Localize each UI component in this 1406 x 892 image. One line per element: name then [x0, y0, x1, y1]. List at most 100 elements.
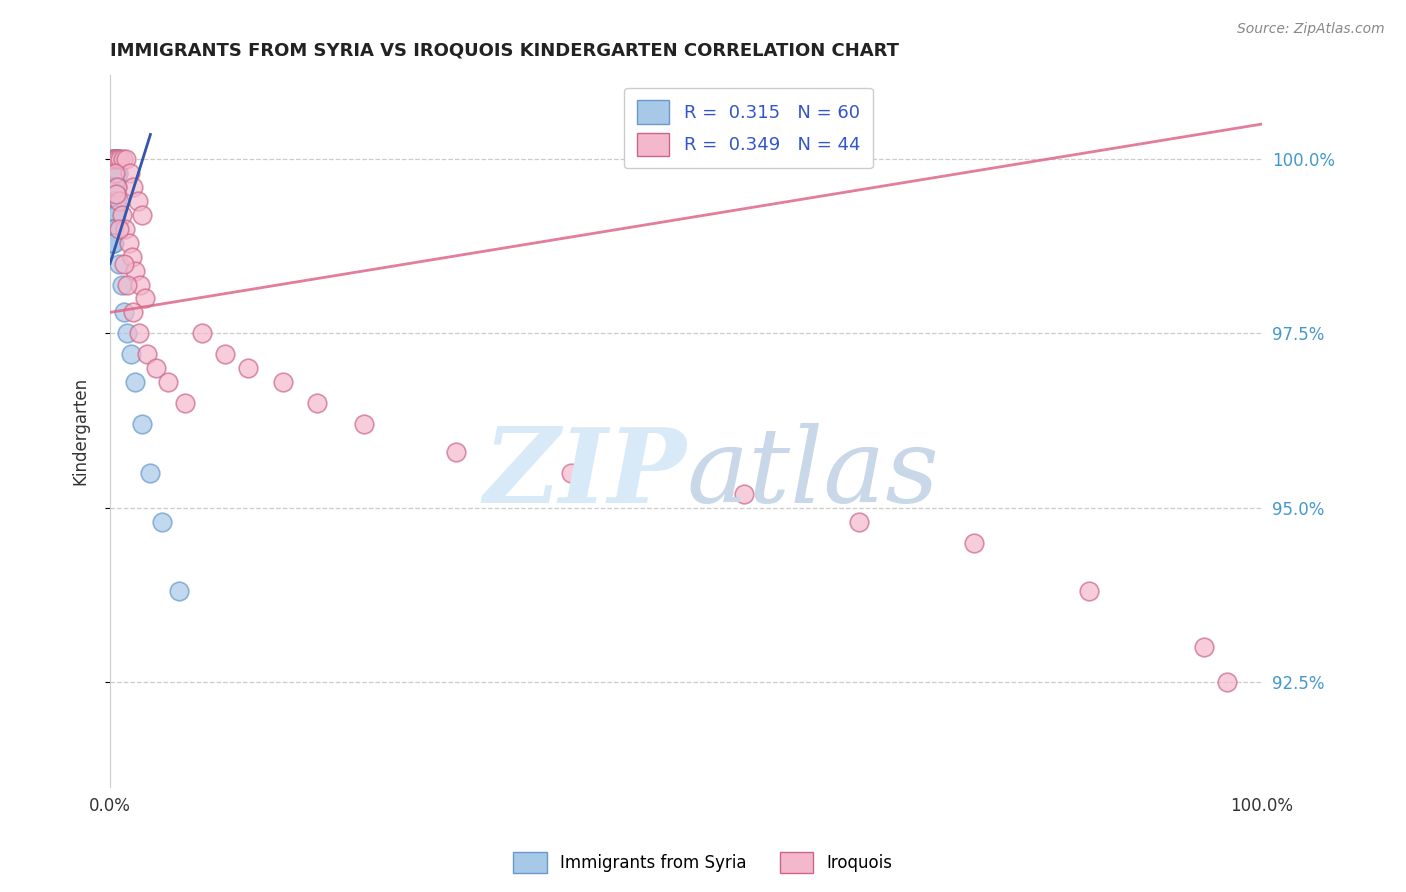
Point: [117, 326, 139, 341]
Point: [121, 250, 143, 264]
Point: [103, 194, 125, 208]
Point: [733, 487, 755, 501]
Point: [101, 166, 124, 180]
Point: [103, 221, 125, 235]
Point: [1078, 584, 1101, 599]
Point: [191, 326, 214, 341]
Point: [115, 152, 138, 166]
Point: [353, 417, 375, 431]
Point: [105, 179, 128, 194]
Point: [103, 166, 125, 180]
Point: [107, 152, 129, 166]
Point: [105, 166, 128, 180]
Point: [101, 152, 124, 166]
Point: [112, 256, 135, 270]
Point: [103, 152, 125, 166]
Point: [136, 347, 159, 361]
Point: [103, 221, 125, 235]
Point: [107, 152, 129, 166]
Point: [101, 235, 124, 250]
Point: [127, 194, 149, 208]
Point: [107, 166, 129, 180]
Point: [120, 347, 142, 361]
Point: [105, 152, 128, 166]
Point: [560, 466, 582, 480]
Y-axis label: Kindergarten: Kindergarten: [72, 377, 89, 485]
Text: atlas: atlas: [686, 423, 939, 524]
Point: [104, 194, 127, 208]
Point: [112, 305, 135, 319]
Text: Source: ZipAtlas.com: Source: ZipAtlas.com: [1237, 22, 1385, 37]
Point: [1216, 675, 1239, 690]
Point: [1194, 640, 1216, 655]
Point: [104, 208, 127, 222]
Point: [122, 305, 145, 319]
Point: [103, 235, 125, 250]
Point: [110, 277, 132, 292]
Point: [238, 361, 260, 376]
Point: [108, 194, 131, 208]
Point: [103, 208, 125, 222]
Point: [101, 235, 124, 250]
Point: [101, 221, 124, 235]
Point: [101, 179, 124, 194]
Point: [103, 235, 125, 250]
Point: [111, 152, 134, 166]
Point: [101, 208, 124, 222]
Point: [104, 152, 127, 166]
Point: [104, 208, 127, 222]
Legend: Immigrants from Syria, Iroquois: Immigrants from Syria, Iroquois: [506, 846, 900, 880]
Point: [103, 152, 125, 166]
Point: [110, 208, 132, 222]
Point: [108, 221, 131, 235]
Point: [110, 152, 132, 166]
Point: [117, 235, 139, 250]
Point: [174, 396, 197, 410]
Text: IMMIGRANTS FROM SYRIA VS IROQUOIS KINDERGARTEN CORRELATION CHART: IMMIGRANTS FROM SYRIA VS IROQUOIS KINDER…: [110, 42, 898, 60]
Point: [105, 194, 128, 208]
Point: [122, 179, 145, 194]
Point: [101, 221, 124, 235]
Point: [104, 152, 127, 166]
Point: [150, 515, 173, 529]
Point: [104, 179, 127, 194]
Text: ZIP: ZIP: [484, 423, 686, 524]
Point: [124, 263, 146, 277]
Point: [156, 375, 179, 389]
Point: [134, 292, 156, 306]
Point: [105, 179, 128, 194]
Point: [139, 466, 162, 480]
Point: [101, 179, 124, 194]
Point: [307, 396, 329, 410]
Point: [103, 179, 125, 194]
Point: [105, 166, 128, 180]
Point: [117, 277, 139, 292]
Point: [103, 194, 125, 208]
Point: [271, 375, 294, 389]
Point: [105, 152, 128, 166]
Point: [131, 417, 153, 431]
Point: [167, 584, 190, 599]
Point: [101, 208, 124, 222]
Point: [101, 152, 124, 166]
Point: [124, 375, 146, 389]
Point: [104, 194, 127, 208]
Point: [129, 277, 152, 292]
Point: [101, 194, 124, 208]
Point: [104, 166, 127, 180]
Point: [103, 152, 125, 166]
Point: [103, 179, 125, 194]
Point: [107, 166, 129, 180]
Point: [214, 347, 236, 361]
Point: [103, 208, 125, 222]
Point: [101, 194, 124, 208]
Point: [104, 179, 127, 194]
Point: [105, 179, 128, 194]
Point: [145, 361, 167, 376]
Point: [104, 166, 127, 180]
Point: [963, 535, 986, 549]
Point: [114, 221, 136, 235]
Legend: R =  0.315   N = 60, R =  0.349   N = 44: R = 0.315 N = 60, R = 0.349 N = 44: [624, 87, 873, 169]
Point: [128, 326, 150, 341]
Point: [104, 186, 127, 201]
